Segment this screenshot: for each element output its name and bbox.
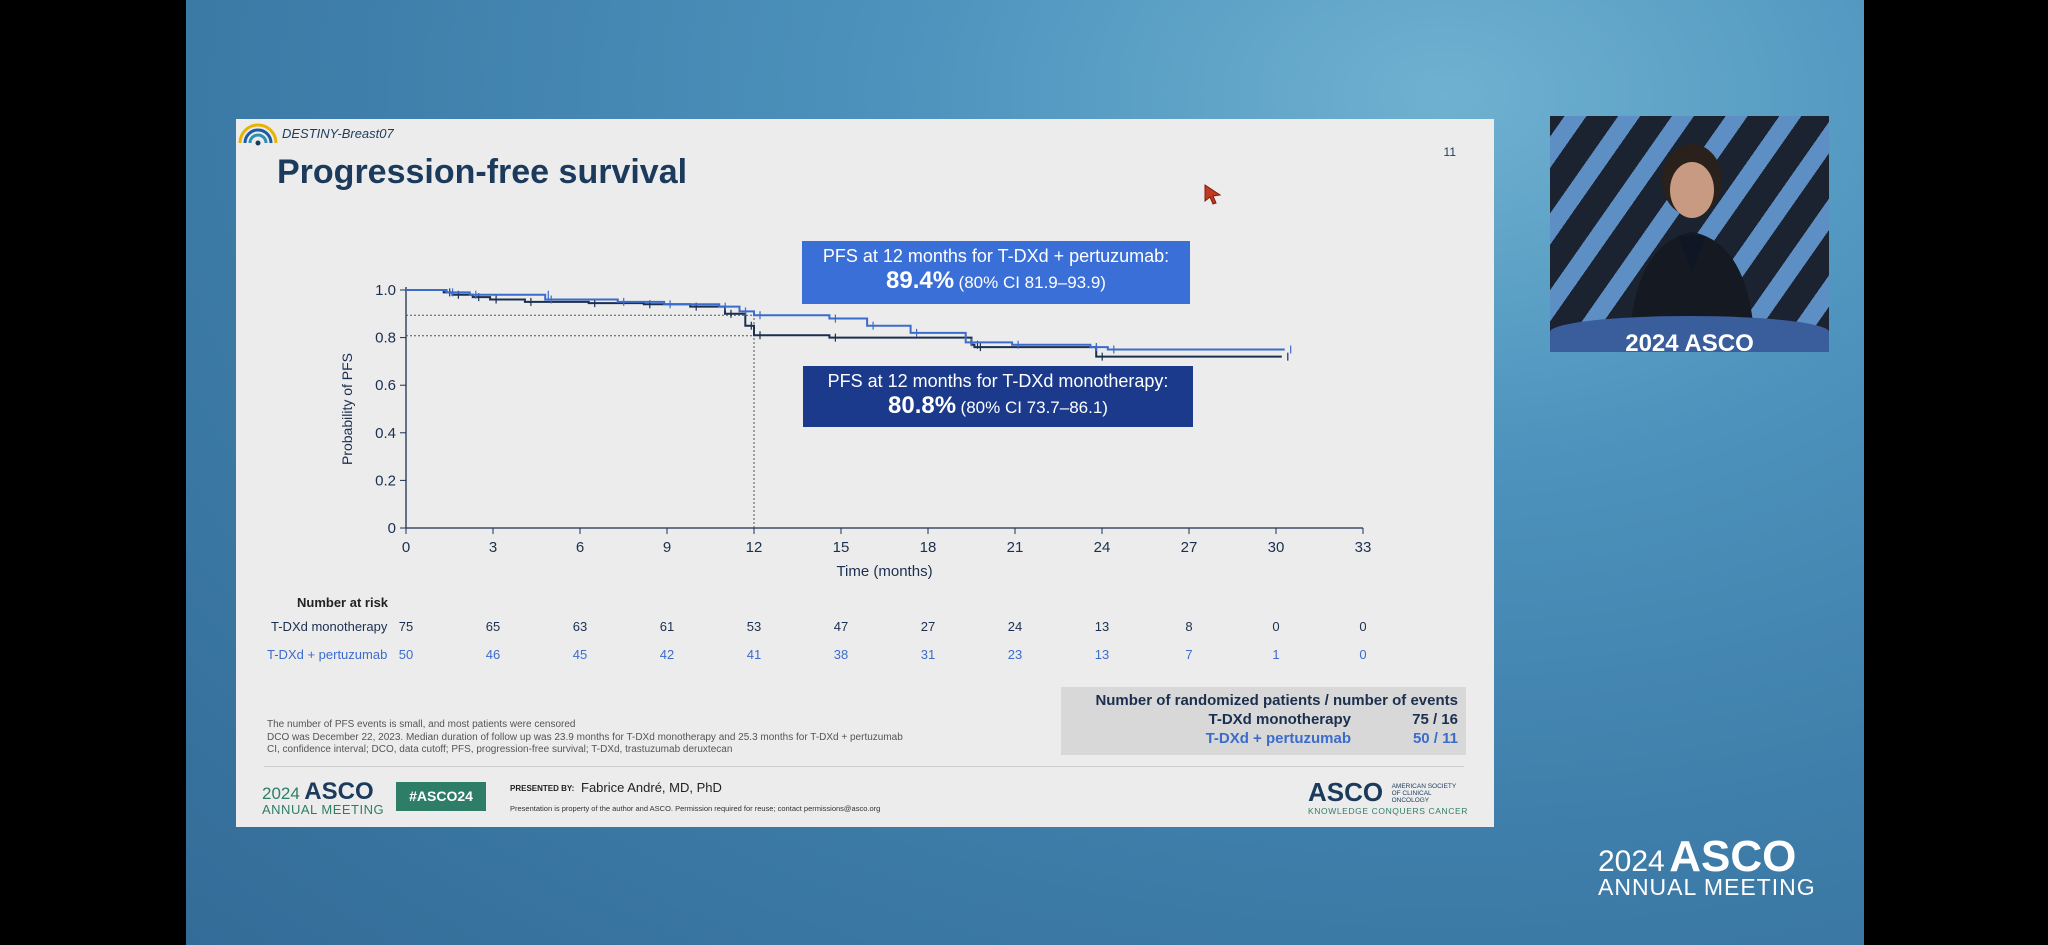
events-label: T-DXd + pertuzumab: [1205, 730, 1351, 747]
risk-cell: 0: [1359, 619, 1367, 634]
events-header: Number of randomized patients / number o…: [1095, 692, 1458, 709]
events-value: 50 / 11: [1412, 730, 1458, 747]
risk-cell: 0: [1359, 647, 1367, 662]
x-tick-label: 21: [1007, 539, 1024, 556]
slide-title: Progression-free survival: [277, 153, 688, 191]
x-tick-label: 3: [489, 539, 497, 556]
presented-by-label: PRESENTED BY:: [510, 784, 575, 793]
risk-cell: 1: [1272, 647, 1280, 662]
annotation-monotherapy: PFS at 12 months for T-DXd monotherapy: …: [803, 366, 1193, 427]
annotation-pertuzumab-text: PFS at 12 months for T-DXd + pertuzumab:: [822, 246, 1170, 266]
y-tick-label: 0: [388, 520, 396, 537]
risk-cell: 23: [1007, 647, 1023, 662]
annotation-pertuzumab-value: 89.4%: [886, 267, 955, 294]
risk-cell: 31: [920, 647, 936, 662]
footnote: DCO was December 22, 2023. Median durati…: [267, 731, 903, 743]
risk-cell: 42: [659, 647, 675, 662]
x-tick-label: 33: [1355, 539, 1372, 556]
branding-asco: ASCO: [1669, 832, 1797, 881]
events-label: T-DXd monotherapy: [1208, 711, 1351, 728]
x-tick-label: 15: [833, 539, 850, 556]
branding-annual: ANNUAL MEETING: [1598, 874, 1816, 900]
risk-cell: 65: [485, 619, 501, 634]
logo-asco: ASCO: [304, 778, 374, 805]
trial-name: DESTINY-Breast07: [282, 125, 394, 141]
risk-cell: 63: [572, 619, 588, 634]
risk-cell: 24: [1007, 619, 1023, 634]
mouse-cursor-icon: [1204, 184, 1222, 205]
risk-table-title: Number at risk: [297, 595, 389, 610]
risk-cell: 50: [398, 647, 414, 662]
risk-cell: 41: [746, 647, 762, 662]
y-tick-label: 0.4: [375, 425, 396, 442]
km-chart: 0 3 6 9 12 15 18 21 24 27 30 33 0 0.2 0.4 0.6 0.8 1.0 Time…: [339, 282, 1372, 580]
footnotes: The number of PFS events is small, and m…: [267, 719, 903, 757]
risk-cell: 8: [1185, 619, 1193, 634]
risk-cell: 13: [1094, 619, 1110, 634]
risk-row-label: T-DXd + pertuzumab: [267, 647, 388, 662]
trial-logo-row: DESTINY-Breast07: [236, 119, 394, 147]
society-name: AMERICAN SOCIETY OF CLINICAL ONCOLOGY: [1391, 783, 1457, 804]
footer-divider: [264, 766, 1464, 767]
podium-text: 2024 ASCO: [1625, 330, 1754, 352]
risk-cell: 75: [398, 619, 414, 634]
asco-annual-meeting-logo: 2024 ASCO ANNUAL MEETING: [262, 778, 384, 817]
y-tick-label: 0.6: [375, 377, 396, 394]
footnote: The number of PFS events is small, and m…: [267, 719, 576, 730]
x-tick-label: 18: [920, 539, 937, 556]
annotation-monotherapy-text: PFS at 12 months for T-DXd monotherapy:: [827, 371, 1169, 391]
annotation-pertuzumab: PFS at 12 months for T-DXd + pertuzumab:…: [802, 241, 1190, 304]
risk-cell: 61: [659, 619, 675, 634]
y-axis-label: Probability of PFS: [339, 353, 355, 465]
risk-cell: 47: [833, 619, 849, 634]
presentation-slide: DESTINY-Breast07 11 Progression-free sur…: [236, 119, 1494, 827]
annotation-monotherapy-ci: (80% CI 73.7–86.1): [960, 398, 1108, 417]
asco-society-logo: ASCO AMERICAN SOCIETY OF CLINICAL ONCOLO…: [1308, 777, 1468, 816]
asco-branding: 2024 ASCO ANNUAL MEETING: [1598, 832, 1816, 901]
page-number: 11: [1443, 145, 1456, 159]
km-curve-pertuzumab: [406, 289, 1285, 351]
risk-cell: 38: [833, 647, 849, 662]
presenter-name: Fabrice André, MD, PhD: [581, 780, 722, 795]
risk-row-label: T-DXd monotherapy: [271, 619, 388, 634]
society-tagline: KNOWLEDGE CONQUERS CANCER: [1308, 806, 1468, 816]
events-box: Number of randomized patients / number o…: [1061, 687, 1466, 755]
speaker-icon: [1630, 144, 1754, 332]
logo-year: 2024: [262, 784, 300, 803]
speaker-video: 2024 ASCO: [1550, 116, 1829, 352]
risk-cell: 13: [1094, 647, 1110, 662]
hashtag-badge: #ASCO24: [396, 782, 486, 811]
risk-cell: 53: [746, 619, 762, 634]
risk-cell: 46: [485, 647, 501, 662]
risk-cell: 45: [572, 647, 588, 662]
x-tick-label: 27: [1181, 539, 1198, 556]
x-axis-label: Time (months): [836, 563, 932, 580]
x-tick-label: 30: [1268, 539, 1285, 556]
society-asco: ASCO: [1308, 777, 1384, 807]
y-tick-label: 1.0: [375, 282, 396, 299]
annotation-pertuzumab-ci: (80% CI 81.9–93.9): [958, 273, 1106, 292]
branding-year: 2024: [1598, 845, 1665, 878]
risk-cell: 0: [1272, 619, 1280, 634]
x-tick-label: 12: [746, 539, 763, 556]
x-tick-label: 9: [663, 539, 671, 556]
risk-cell: 27: [920, 619, 936, 634]
trial-logo-icon: [236, 119, 280, 147]
x-tick-label: 6: [576, 539, 584, 556]
logo-annual: ANNUAL MEETING: [262, 802, 385, 817]
x-tick-label: 0: [402, 539, 410, 556]
y-tick-label: 0.8: [375, 330, 396, 347]
x-tick-label: 24: [1094, 539, 1111, 556]
risk-cell: 7: [1185, 647, 1193, 662]
events-value: 75 / 16: [1412, 711, 1458, 728]
podium: [1550, 316, 1829, 352]
disclaimer: Presentation is property of the author a…: [510, 804, 881, 813]
annotation-monotherapy-value: 80.8%: [888, 392, 957, 419]
y-tick-label: 0.2: [375, 472, 396, 489]
footnote: CI, confidence interval; DCO, data cutof…: [267, 744, 733, 755]
